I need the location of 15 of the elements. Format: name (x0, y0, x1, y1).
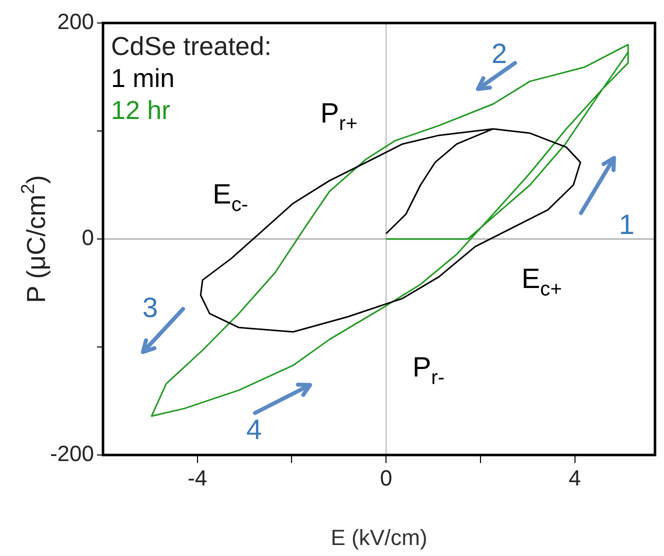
x-tick-label: 0 (380, 465, 392, 490)
legend-title: CdSe treated: (111, 31, 272, 62)
annotation: 1 (618, 208, 634, 240)
y-axis-title: P (μC/cm2) (17, 175, 52, 303)
x-tick-label: 4 (568, 465, 581, 490)
x-tick-label: -4 (188, 465, 208, 490)
text: 1 min (111, 63, 175, 94)
text: 12 hr (111, 95, 171, 126)
annotation: 2 (492, 38, 508, 70)
annotation: 4 (246, 414, 262, 445)
y-tick-label: 200 (57, 9, 94, 34)
y-tick-label: 0 (82, 225, 94, 250)
annotation: 3 (142, 292, 158, 323)
x-axis-title: E (kV/cm) (330, 524, 428, 550)
y-tick-label: -200 (50, 441, 94, 466)
